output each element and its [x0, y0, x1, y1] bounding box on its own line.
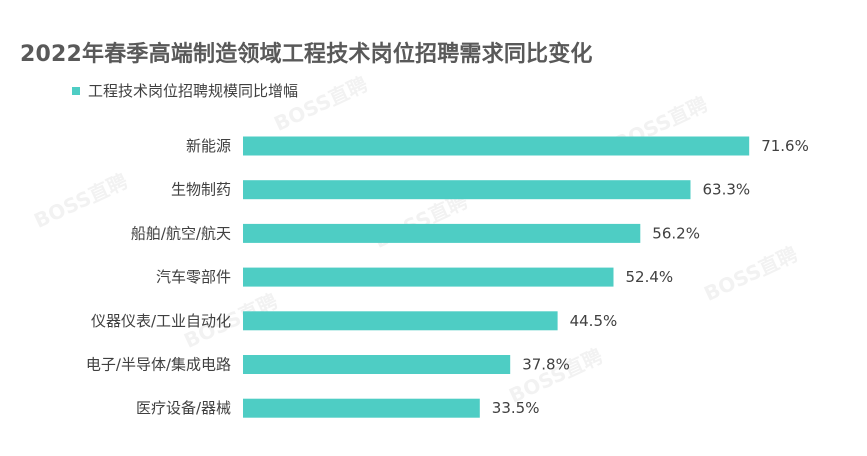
- value-label: 33.5%: [492, 399, 540, 417]
- legend-swatch: [72, 86, 80, 95]
- chart-title: 2022年春季高端制造领域工程技术岗位招聘需求同比变化: [20, 42, 593, 67]
- legend: 工程技术岗位招聘规模同比增幅: [72, 80, 298, 101]
- bar: [243, 180, 691, 200]
- value-label: 37.8%: [522, 356, 570, 374]
- category-label: 电子/半导体/集成电路: [86, 356, 231, 374]
- category-label: 汽车零部件: [156, 268, 231, 286]
- bar: [243, 355, 511, 374]
- category-label: 仪器仪表/工业自动化: [91, 312, 231, 330]
- legend-label: 工程技术岗位招聘规模同比增幅: [88, 82, 299, 100]
- bar: [243, 398, 480, 418]
- bar: [243, 267, 614, 287]
- bar: [243, 223, 641, 243]
- value-label: 56.2%: [652, 224, 700, 242]
- category-label: 新能源: [186, 137, 231, 155]
- category-label: 船舶/航空/航天: [131, 224, 231, 242]
- value-label: 44.5%: [570, 312, 618, 330]
- bar: [243, 136, 750, 156]
- category-label: 生物制药: [171, 181, 231, 199]
- value-label: 71.6%: [761, 137, 809, 155]
- category-label: 医疗设备/器械: [136, 399, 231, 417]
- value-label: 63.3%: [703, 181, 751, 199]
- bar: [243, 311, 558, 331]
- value-label: 52.4%: [626, 268, 674, 286]
